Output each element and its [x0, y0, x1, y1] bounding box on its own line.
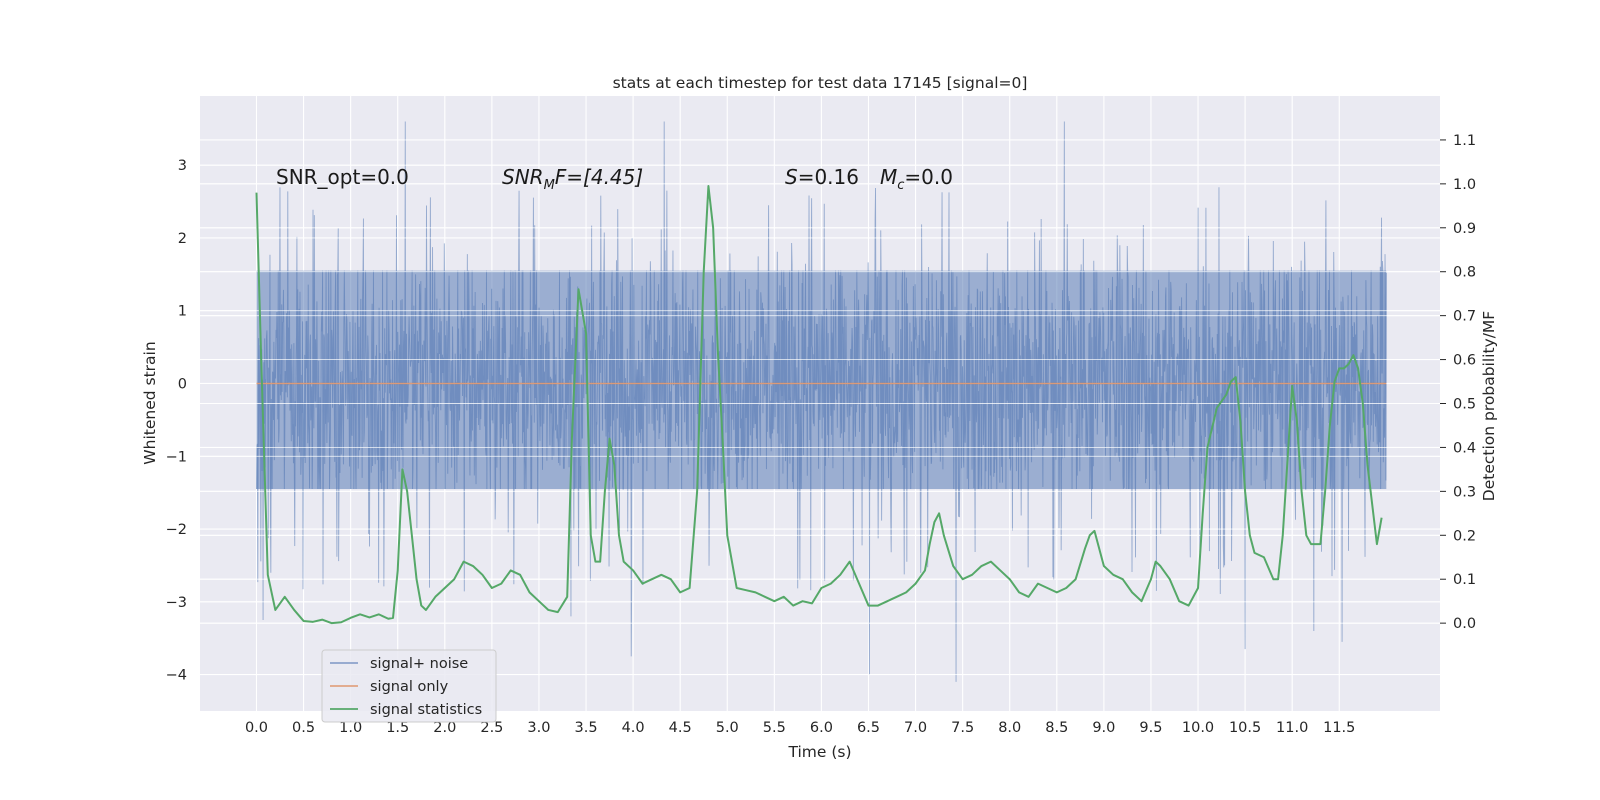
annotation-snr-mf-sub: M [544, 178, 555, 193]
y2-tick-label: 0.7 [1453, 309, 1476, 325]
x-tick-label: 2.0 [433, 720, 456, 736]
y2-tick-label: 0.0 [1453, 616, 1476, 632]
y2-tick-label: 0.5 [1453, 397, 1476, 413]
x-tick-label: 5.5 [763, 720, 786, 736]
annotation-s-value: =0.16 [798, 165, 859, 189]
x-axis-title: Time (s) [787, 743, 851, 761]
x-tick-label: 4.0 [622, 720, 645, 736]
x-tick-label: 8.5 [1045, 720, 1068, 736]
legend-box [321, 649, 497, 723]
x-tick-label: 10.0 [1182, 720, 1214, 736]
x-tick-label: 4.5 [669, 720, 692, 736]
annotation-snr-mf-rest: F=[4.45] [555, 165, 643, 189]
legend-label-signal-statistics: signal statistics [370, 702, 482, 718]
annotation-mc-sub: c [897, 178, 904, 193]
y-axis-title: Whitened strain [141, 341, 159, 464]
x-tick-label: 11.5 [1323, 720, 1355, 736]
y-tick-label: −3 [166, 595, 187, 611]
y2-tick-label: 1.1 [1453, 133, 1476, 149]
legend-label-signal-only: signal only [370, 679, 449, 695]
x-tick-label: 0.5 [292, 720, 315, 736]
annotation-s: S=0.16 [785, 165, 859, 189]
x-tick-label: 1.5 [386, 720, 409, 736]
x-tick-label: 8.0 [998, 720, 1021, 736]
x-tick-label: 7.5 [951, 720, 974, 736]
annotation-mc-var: M [880, 165, 897, 189]
y2-tick-label: 0.8 [1453, 265, 1476, 281]
signal-noise-series [200, 121, 1440, 682]
y2-axis-title: Detection probability/MF [1480, 311, 1498, 502]
x-tick-label: 11.0 [1276, 720, 1308, 736]
x-tick-label: 1.0 [339, 720, 362, 736]
x-tick-label: 9.0 [1092, 720, 1115, 736]
y2-tick-label: 0.6 [1453, 353, 1476, 369]
y2-tick-label: 0.1 [1453, 572, 1476, 588]
x-tick-label: 2.5 [480, 720, 503, 736]
y2-tick-label: 1.0 [1453, 177, 1476, 193]
chart-title: stats at each timestep for test data 171… [613, 74, 1028, 92]
x-tick-label: 7.0 [904, 720, 927, 736]
y-tick-label: 1 [178, 304, 187, 320]
y-tick-label: 0 [178, 376, 187, 392]
x-tick-label: 10.5 [1229, 720, 1261, 736]
y-tick-label: 2 [178, 231, 187, 247]
annotation-snr-mf-main: SNR [502, 165, 544, 189]
annotation-mc-value: =0.0 [904, 165, 953, 189]
signal-noise-line [256, 121, 1387, 682]
y-tick-label: −1 [166, 449, 187, 465]
y-tick-label: 3 [178, 158, 187, 174]
y2-tick-label: 0.9 [1453, 221, 1476, 237]
x-tick-label: 3.0 [527, 720, 550, 736]
x-tick-label: 6.0 [810, 720, 833, 736]
x-tick-label: 9.5 [1139, 720, 1162, 736]
x-tick-label: 6.5 [857, 720, 880, 736]
x-tick-label: 0.0 [245, 720, 268, 736]
signal-statistics-series [255, 185, 1383, 625]
y2-tick-label: 0.3 [1453, 484, 1476, 500]
annotation-s-var: S [785, 165, 798, 189]
legend: signal+ noise signal only signal statist… [321, 649, 497, 723]
signal-statistics-line [255, 185, 1383, 625]
annotation-mc: Mc=0.0 [880, 165, 953, 193]
x-axis-ticks: 0.0 0.5 1.0 1.5 2.0 2.5 3.0 3.5 4.0 4.5 5.0 5.5 6.0 6… [245, 720, 1355, 736]
legend-label-signal-noise: signal+ noise [370, 656, 468, 672]
annotation-snr-mf: SNRMF=[4.45] [502, 165, 643, 193]
annotation-snr-opt: SNR_opt=0.0 [276, 165, 409, 189]
y-axis-ticks: −4 −3 −2 −1 0 1 2 3 [166, 158, 187, 683]
y-tick-label: −4 [166, 668, 187, 684]
y2-axis-ticks: 0.0 0.1 0.2 0.3 0.4 0.5 0.6 0.7 0.8 0.9 1.0 1.1 [1440, 133, 1476, 632]
y-tick-label: −2 [166, 522, 187, 538]
y2-tick-label: 0.2 [1453, 528, 1476, 544]
x-tick-label: 3.5 [574, 720, 597, 736]
y2-tick-label: 0.4 [1453, 440, 1476, 456]
x-tick-label: 5.0 [716, 720, 739, 736]
